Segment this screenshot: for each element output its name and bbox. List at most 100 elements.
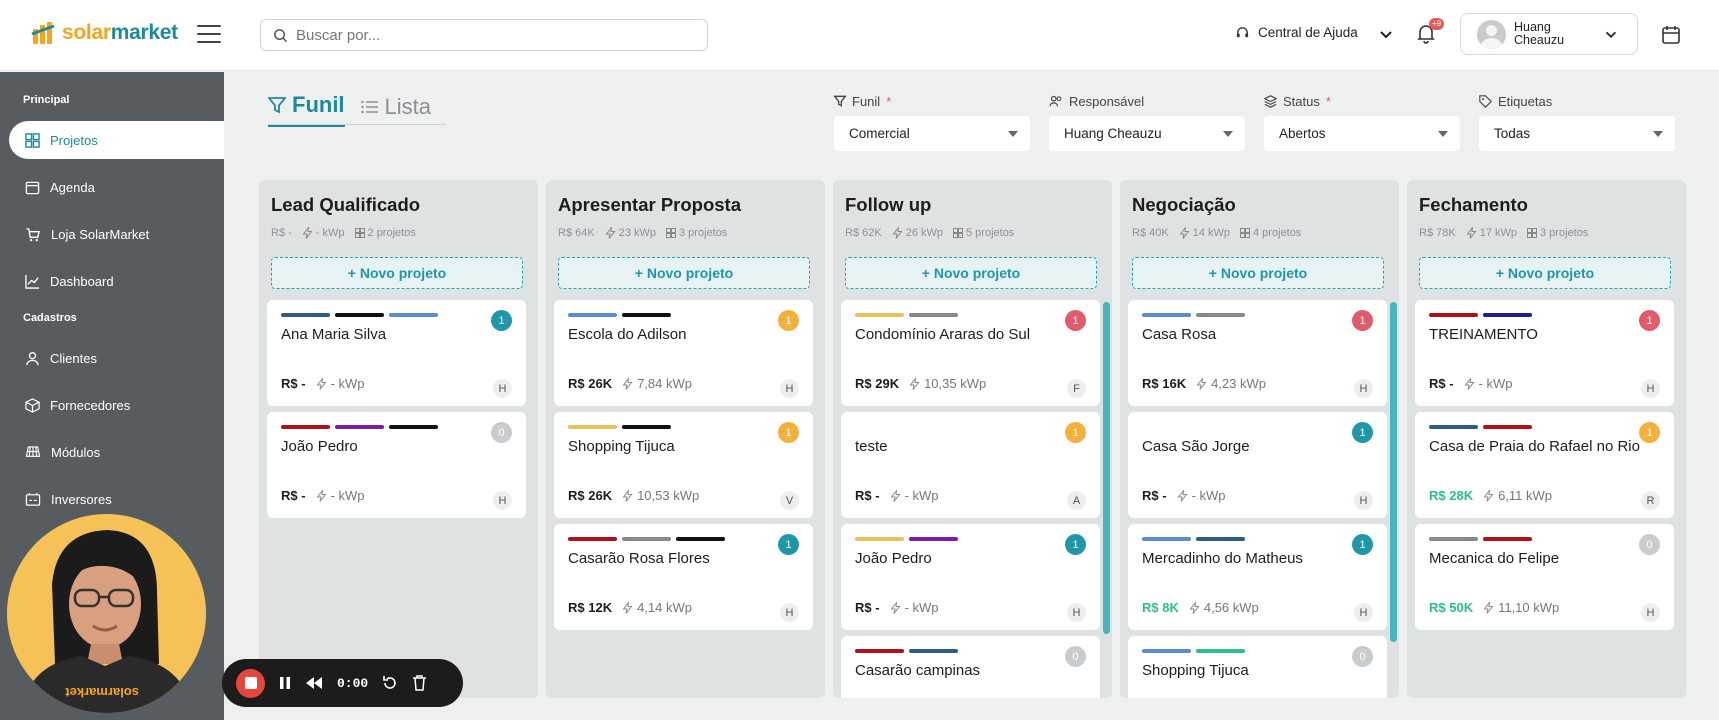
new-project-button[interactable]: + Novo projeto (845, 257, 1097, 289)
column-kwp: - kWp (315, 227, 345, 239)
card-owner-initial: V (780, 491, 799, 510)
project-card[interactable]: 1 TREINAMENTO R$ - - kWp H (1415, 300, 1674, 406)
card-tags (1142, 649, 1245, 653)
new-project-button[interactable]: + Novo projeto (271, 257, 523, 289)
card-badge: 1 (491, 310, 512, 331)
card-badge: 0 (491, 422, 512, 443)
sidebar-item-projetos[interactable]: Projetos (9, 121, 224, 159)
project-card[interactable]: 1 João Pedro R$ - - kWp H (841, 524, 1100, 630)
project-card[interactable]: 1 Casa de Praia do Rafael no Rio R$ 28K 6,1… (1415, 412, 1674, 518)
sidebar-item-agenda[interactable]: Agenda (0, 168, 224, 206)
card-value: R$ 29K (855, 376, 900, 391)
funil-select[interactable]: Comercial (834, 116, 1030, 151)
grid-icon (666, 228, 676, 238)
column-value: R$ - (271, 227, 292, 239)
card-kwp: - kWp (1478, 376, 1513, 391)
new-project-button[interactable]: + Novo projeto (1419, 257, 1671, 289)
card-badge: 1 (778, 422, 799, 443)
tabs-divider (268, 124, 446, 125)
lightning-icon (1466, 227, 1477, 239)
hamburger-menu-icon[interactable] (197, 25, 221, 45)
project-card[interactable]: 1 Shopping Tijuca R$ 26K 10,53 kWp V (554, 412, 813, 518)
project-card[interactable]: 0 Casarão campinas (841, 636, 1100, 698)
card-tags (1429, 425, 1532, 429)
card-value: R$ - (855, 488, 880, 503)
card-value: R$ - (855, 600, 880, 615)
kanban-column: Negociação R$ 40K 14 kWp 4 projetos + Novo p… (1120, 180, 1399, 698)
column-kwp: 23 kWp (618, 227, 656, 239)
search-input[interactable] (296, 26, 686, 44)
project-card[interactable]: 1 Ana Maria Silva R$ - - kWp H (267, 300, 526, 406)
card-owner-initial: H (1067, 603, 1086, 622)
responsavel-select[interactable]: Huang Cheauzu (1049, 116, 1245, 151)
sidebar-item-loja[interactable]: Loja SolarMarket (0, 215, 224, 253)
solarmarket-logo[interactable]: solarmarket (30, 20, 178, 46)
calendar-icon (25, 181, 40, 194)
calendar-icon[interactable] (1660, 24, 1682, 46)
card-title: João Pedro (855, 550, 932, 567)
help-center-button[interactable]: Central de Ajuda (1235, 25, 1358, 40)
sidebar-section-principal: Principal (23, 94, 70, 106)
column-scrollbar[interactable] (1103, 302, 1110, 634)
sidebar-item-inversores[interactable]: Inversores (0, 480, 224, 518)
notifications-button[interactable]: +9 (1415, 18, 1445, 46)
sidebar-item-modulos[interactable]: Módulos (0, 433, 224, 471)
project-card[interactable]: 0 Mecanica do Felipe R$ 50K 11,10 kWp H (1415, 524, 1674, 630)
inverter-icon (25, 492, 41, 506)
rewind-icon[interactable] (305, 676, 323, 690)
view-tabs: Funil Lista (268, 92, 431, 127)
project-card[interactable]: 0 Shopping Tijuca (1128, 636, 1387, 698)
card-title: Casa Rosa (1142, 326, 1217, 343)
grid-icon (953, 228, 963, 238)
restart-icon[interactable] (382, 675, 398, 691)
filter-status: Status * Abertos (1264, 92, 1460, 151)
card-badge: 1 (1352, 310, 1373, 331)
tab-funil[interactable]: Funil (268, 92, 345, 127)
chevron-down-icon[interactable] (1377, 26, 1395, 44)
project-card[interactable]: 1 Mercadinho do Matheus R$ 8K 4,56 kWp H (1128, 524, 1387, 630)
project-card[interactable]: 1 Condomínio Araras do Sul R$ 29K 10,35 kWp… (841, 300, 1100, 406)
search-icon (274, 28, 288, 42)
column-title: Lead Qualificado (271, 194, 421, 215)
user-menu[interactable]: Huang Cheauzu (1460, 13, 1638, 55)
status-select[interactable]: Abertos (1264, 116, 1460, 151)
card-title: Casarão campinas (855, 662, 981, 679)
lightning-icon (302, 227, 313, 239)
tab-lista[interactable]: Lista (360, 92, 431, 127)
project-card[interactable]: 1 Casarão Rosa Flores R$ 12K 4,14 kWp H (554, 524, 813, 630)
pause-icon[interactable] (279, 676, 291, 690)
responsavel-select-value: Huang Cheauzu (1064, 126, 1162, 141)
project-card[interactable]: 1 Escola do Adilson R$ 26K 7,84 kWp H (554, 300, 813, 406)
presenter-image: solarmarket (22, 530, 192, 713)
filter-etiquetas: Etiquetas Todas (1479, 92, 1675, 151)
tag-bar (389, 313, 438, 317)
card-value: R$ 26K (568, 376, 613, 391)
card-owner-initial: H (493, 379, 512, 398)
project-card[interactable]: 1 Casa São Jorge R$ - - kWp H (1128, 412, 1387, 518)
tag-bar (1429, 313, 1478, 317)
project-card[interactable]: 1 Casa Rosa R$ 16K 4,23 kWp H (1128, 300, 1387, 406)
sidebar-item-fornecedores[interactable]: Fornecedores (0, 386, 224, 424)
lightning-icon (622, 601, 633, 614)
card-badge: 1 (1639, 310, 1660, 331)
column-count: 3 projetos (1540, 227, 1589, 239)
card-kwp: - kWp (904, 600, 939, 615)
sidebar-item-dashboard[interactable]: Dashboard (0, 262, 224, 300)
column-scrollbar[interactable] (1390, 302, 1397, 642)
status-select-value: Abertos (1279, 126, 1326, 141)
card-title: Escola do Adilson (568, 326, 687, 343)
column-count: 3 projetos (679, 227, 728, 239)
project-card[interactable]: 0 João Pedro R$ - - kWp H (267, 412, 526, 518)
card-value: R$ - (1429, 376, 1454, 391)
search-box[interactable] (260, 19, 708, 51)
users-icon (1049, 95, 1062, 107)
trash-icon[interactable] (412, 675, 427, 691)
etiquetas-select[interactable]: Todas (1479, 116, 1675, 151)
new-project-button[interactable]: + Novo projeto (1132, 257, 1384, 289)
project-card[interactable]: 1 teste R$ - - kWp A (841, 412, 1100, 518)
filter-funil: Funil * Comercial (834, 92, 1030, 151)
column-title: Follow up (845, 194, 932, 215)
sidebar-item-clientes[interactable]: Clientes (0, 339, 224, 377)
new-project-button[interactable]: + Novo projeto (558, 257, 810, 289)
stop-recording-button[interactable] (236, 668, 265, 698)
